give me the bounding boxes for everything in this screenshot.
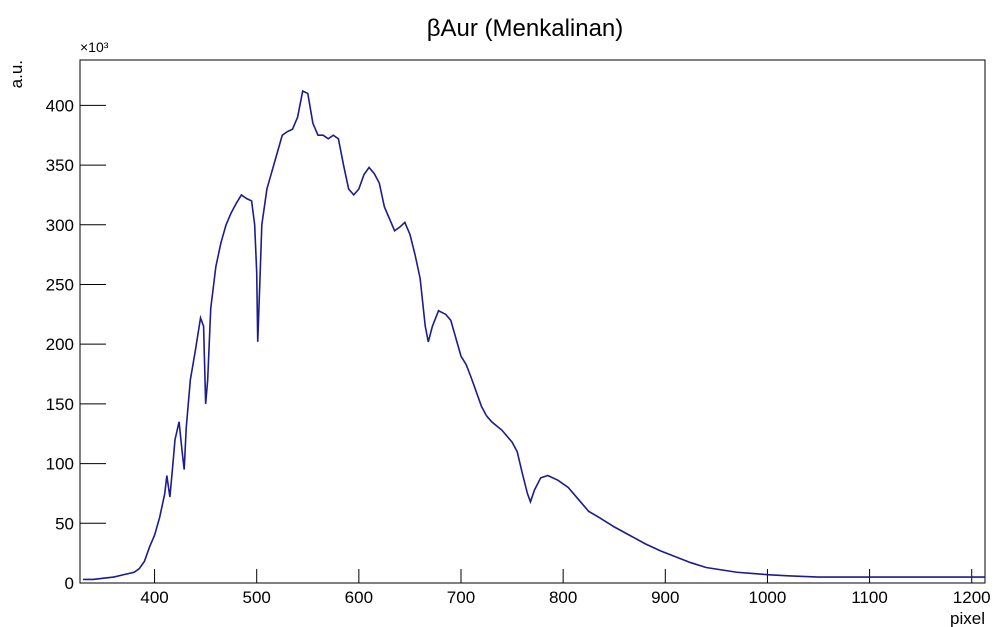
y-tick-label: 50	[55, 514, 74, 533]
plot-frame	[79, 59, 986, 584]
x-tick-label: 1200	[953, 588, 991, 607]
x-tick-label: 700	[447, 588, 475, 607]
y-tick-label: 350	[46, 156, 74, 175]
x-tick-label: 400	[140, 588, 168, 607]
y-tick-label: 300	[46, 216, 74, 235]
x-tick-label: 500	[243, 588, 271, 607]
x-tick-label: 1100	[851, 588, 888, 607]
y-tick-label: 400	[46, 96, 74, 115]
y-tick-label: 0	[65, 574, 74, 593]
x-tick-label: 800	[549, 588, 577, 607]
chart-title: βAur (Menkalinan)	[427, 15, 624, 42]
x-tick-label: 1000	[749, 588, 787, 607]
x-tick-label: 900	[651, 588, 679, 607]
spectrum-line	[83, 89, 985, 581]
y-tick-label: 250	[46, 275, 74, 294]
x-axis-label: pixel	[950, 609, 985, 627]
y-multiplier: ×10³	[80, 39, 109, 55]
x-tick-label: 600	[345, 588, 373, 607]
y-tick-label: 100	[46, 455, 74, 474]
y-axis-label: a.u.	[7, 60, 26, 88]
y-tick-label: 200	[46, 335, 74, 354]
y-tick-label: 150	[46, 395, 74, 414]
